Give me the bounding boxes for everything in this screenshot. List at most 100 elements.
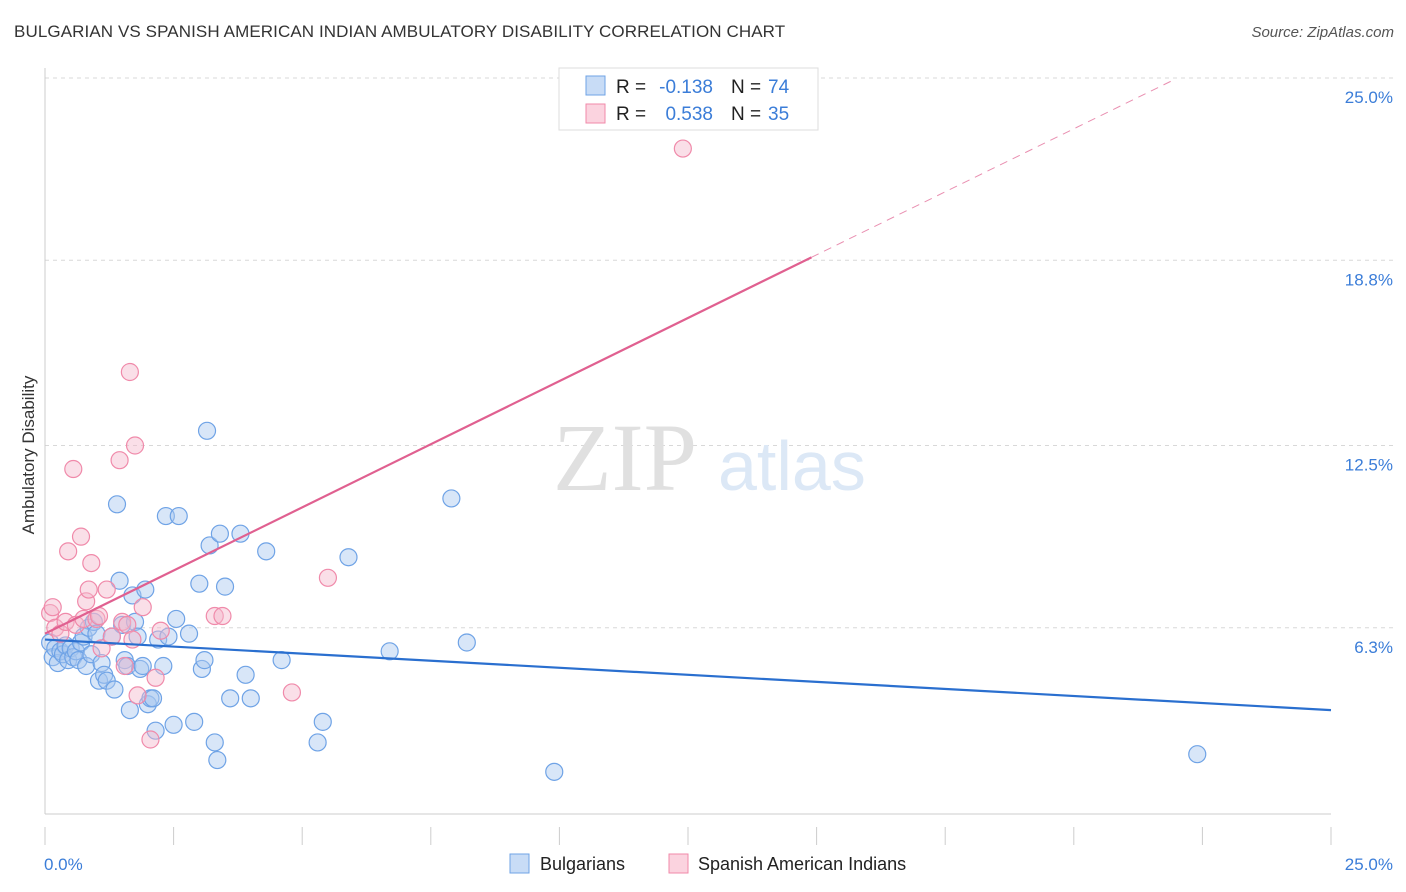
bottom-legend-swatch-spanish-american-indians — [668, 853, 689, 874]
data-point — [185, 712, 204, 731]
gridlines — [45, 77, 1393, 629]
y-tick-label: 12.5% — [1345, 456, 1393, 475]
data-point — [82, 553, 101, 573]
data-point — [105, 680, 124, 699]
watermark: ZIP atlas — [553, 404, 866, 511]
data-point — [545, 762, 564, 781]
data-point — [156, 506, 175, 526]
legend-n-value: 74 — [768, 77, 790, 98]
axes — [44, 68, 1332, 845]
data-point — [272, 651, 291, 670]
data-point — [43, 598, 62, 617]
data-point — [164, 715, 183, 734]
data-point — [59, 542, 78, 561]
data-point — [442, 489, 461, 508]
data-point — [146, 721, 165, 740]
scatter-points — [41, 139, 1207, 781]
data-point — [120, 362, 139, 382]
bottom-legend-label-bulgarians: Bulgarians — [540, 854, 625, 874]
bottom-legend-label-spanish-american-indians: Spanish American Indians — [698, 854, 906, 874]
data-point — [167, 609, 186, 629]
data-point — [236, 665, 255, 684]
data-point — [113, 612, 132, 632]
y-tick-label: 25.0% — [1345, 88, 1393, 107]
series-bulgarians — [41, 421, 1207, 781]
data-point — [169, 506, 188, 526]
data-point — [195, 651, 214, 670]
watermark-atlas: atlas — [718, 427, 866, 505]
data-point — [131, 659, 150, 679]
y-axis-label: Ambulatory Disability — [19, 375, 38, 534]
data-point — [120, 700, 139, 720]
data-point — [318, 568, 338, 587]
data-point — [308, 733, 327, 752]
data-point — [208, 750, 227, 770]
legend-r-value: -0.138 — [659, 77, 713, 98]
trend-line — [44, 256, 812, 635]
data-point — [125, 436, 145, 455]
data-point — [128, 686, 147, 705]
data-point — [151, 621, 170, 640]
x-tick-labels: 0.0% 25.0% — [44, 855, 1393, 874]
series-spanish-american-indians — [41, 139, 692, 749]
data-point — [110, 571, 129, 590]
data-point — [64, 459, 83, 479]
data-point — [339, 548, 358, 567]
bottom-legend-swatch-bulgarians — [509, 853, 530, 874]
data-point — [197, 421, 217, 440]
data-point — [213, 606, 232, 626]
data-point — [110, 451, 129, 470]
data-point — [97, 580, 116, 599]
data-point — [79, 580, 98, 599]
data-point — [77, 656, 96, 676]
data-point — [143, 689, 163, 708]
data-point — [89, 671, 109, 690]
legend-n-value: 35 — [768, 104, 789, 125]
data-point — [221, 689, 240, 708]
trend-lines — [44, 80, 1332, 712]
data-point — [313, 712, 332, 731]
y-tick-label: 18.8% — [1345, 270, 1393, 289]
data-point — [210, 524, 229, 543]
data-point — [215, 577, 235, 596]
bottom-legend: Bulgarians Spanish American Indians — [509, 853, 906, 874]
data-point — [205, 606, 224, 626]
legend-swatch-spanish-american-indians — [585, 103, 606, 124]
data-point — [71, 527, 91, 546]
legend: R = -0.138 N = 74 R = 0.538 N = 35 — [558, 67, 819, 131]
data-point — [1188, 745, 1207, 764]
data-point — [673, 139, 692, 158]
data-point — [457, 633, 476, 652]
data-point — [77, 592, 96, 611]
x-tick-label-min: 0.0% — [44, 855, 83, 874]
data-point — [241, 689, 260, 708]
data-point — [133, 598, 152, 617]
chart-title: BULGARIAN VS SPANISH AMERICAN INDIAN AMB… — [14, 22, 786, 41]
legend-swatch-bulgarians — [585, 75, 606, 96]
data-point — [92, 653, 111, 673]
data-point — [92, 639, 111, 658]
chart-source: Source: ZipAtlas.com — [1251, 24, 1394, 41]
data-point — [115, 656, 134, 676]
data-point — [107, 495, 127, 514]
data-point — [257, 542, 276, 561]
data-point — [146, 668, 165, 687]
legend-r-label: R = — [616, 104, 646, 125]
data-point — [102, 627, 121, 646]
data-point — [380, 642, 399, 661]
legend-n-label: N = — [731, 77, 761, 98]
legend-n-label: N = — [731, 104, 761, 125]
data-point — [87, 609, 106, 629]
legend-r-value: 0.538 — [665, 104, 713, 125]
y-tick-label: 6.3% — [1354, 638, 1393, 657]
data-point — [190, 574, 209, 593]
data-point — [205, 733, 224, 752]
y-tick-labels: 6.3% 12.5% 18.8% 25.0% — [1345, 88, 1393, 657]
watermark-zip: ZIP — [553, 404, 697, 511]
x-tick-label-max: 25.0% — [1345, 855, 1393, 874]
data-point — [84, 612, 103, 632]
legend-r-label: R = — [616, 77, 646, 98]
trend-line-extension — [811, 80, 1172, 258]
data-point — [133, 656, 152, 676]
